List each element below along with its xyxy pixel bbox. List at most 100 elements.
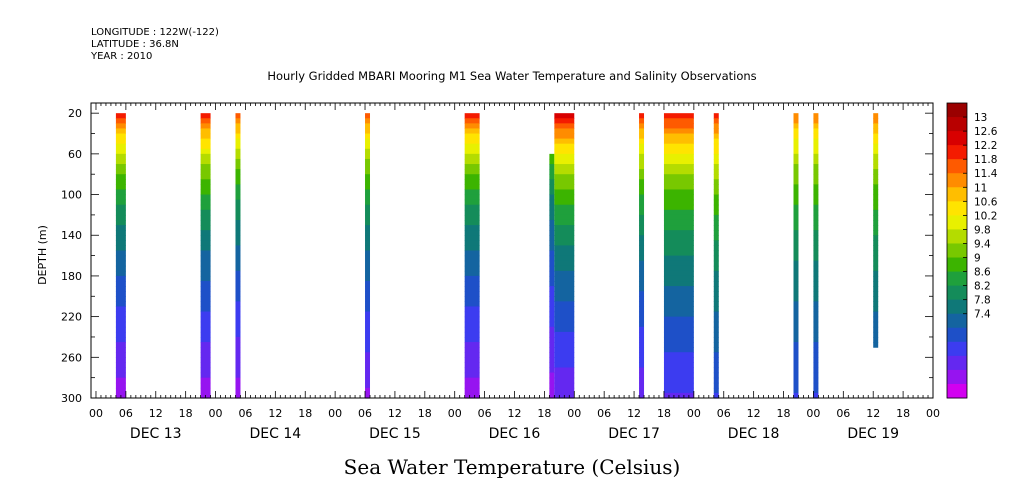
longitude-label: LONGITUDE : 122W(-122) xyxy=(91,27,219,38)
x-tick-label: 12 xyxy=(866,407,880,420)
colorbar-swatch xyxy=(947,299,967,315)
y-tick-label: 260 xyxy=(61,351,82,364)
x-tick-label: 18 xyxy=(896,407,910,420)
data-column xyxy=(365,113,371,399)
colorbar-swatch xyxy=(947,215,967,230)
colorbar-label: 10.2 xyxy=(974,210,997,222)
colorbar-label: 7.4 xyxy=(974,309,991,321)
y-tick-label: 60 xyxy=(68,148,82,161)
data-column xyxy=(235,113,241,399)
x-tick-label: 06 xyxy=(358,407,372,420)
x-tick-label: 00 xyxy=(806,407,820,420)
x-tick-label: 00 xyxy=(328,407,342,420)
latitude-label: LATITUDE : 36.8N xyxy=(91,39,179,50)
colorbar-label: 11.8 xyxy=(974,154,997,166)
x-day-label: DEC 17 xyxy=(608,426,660,442)
x-tick-label: 06 xyxy=(717,407,731,420)
y-tick-label: 180 xyxy=(61,270,82,283)
colorbar-swatch xyxy=(947,173,967,188)
x-tick-label: 00 xyxy=(448,407,462,420)
data-column xyxy=(554,113,575,399)
colorbar-swatch xyxy=(947,327,967,343)
y-tick-label: 220 xyxy=(61,311,82,324)
y-tick-label: 140 xyxy=(61,229,82,242)
x-tick-label: 00 xyxy=(209,407,223,420)
x-tick-label: 12 xyxy=(507,407,521,420)
colorbar-swatch xyxy=(947,229,967,244)
x-day-label: DEC 19 xyxy=(847,426,899,442)
x-tick-label: 18 xyxy=(298,407,312,420)
colorbar-label: 9.4 xyxy=(974,238,991,250)
x-day-label: DEC 15 xyxy=(369,426,421,442)
colorbar-label: 12.6 xyxy=(974,126,998,138)
colorbar-swatch xyxy=(947,313,967,329)
colorbar-swatch xyxy=(947,271,967,287)
x-tick-label: 12 xyxy=(149,407,163,420)
colorbar-label: 11.4 xyxy=(974,168,998,180)
x-tick-label: 12 xyxy=(627,407,641,420)
colorbar-swatch xyxy=(947,117,967,132)
x-tick-label: 18 xyxy=(179,407,193,420)
y-tick-label: 20 xyxy=(68,107,82,120)
colorbar-swatch xyxy=(947,383,967,399)
colorbar-label: 9.8 xyxy=(974,224,991,236)
x-tick-label: 06 xyxy=(836,407,850,420)
x-tick-label: 00 xyxy=(567,407,581,420)
colorbar-swatch xyxy=(947,369,967,385)
colorbar-swatch xyxy=(947,355,967,371)
colorbar-swatch xyxy=(947,145,967,160)
colorbar-label: 12.2 xyxy=(974,140,997,152)
colorbar-swatch xyxy=(947,159,967,174)
x-tick-label: 12 xyxy=(747,407,761,420)
data-column xyxy=(200,113,211,399)
x-day-label: DEC 18 xyxy=(728,426,780,442)
data-column xyxy=(713,113,719,399)
x-tick-label: 06 xyxy=(478,407,492,420)
data-column xyxy=(663,113,694,399)
plot-frame xyxy=(90,102,934,399)
x-day-label: DEC 13 xyxy=(130,426,182,442)
colorbar-swatch xyxy=(947,103,967,118)
colorbar-label: 8.6 xyxy=(974,267,991,279)
colorbar-label: 9 xyxy=(974,253,981,265)
x-tick-label: 06 xyxy=(597,407,611,420)
colorbar-swatch xyxy=(947,187,967,202)
data-column xyxy=(793,113,799,399)
colorbar-label: 8.2 xyxy=(974,281,991,293)
data-column xyxy=(549,153,555,399)
axis-ticks: 00 06 12 18 00 06 12 18 00 06 12 18 00 06 12 18 00 06 12 18… xyxy=(61,103,940,442)
colorbar-swatch xyxy=(947,201,967,216)
x-tick-label: 18 xyxy=(537,407,551,420)
colorbar-swatch xyxy=(947,257,967,273)
x-tick-label: 00 xyxy=(89,407,103,420)
x-tick-label: 12 xyxy=(268,407,282,420)
colorbar-swatch xyxy=(947,131,967,146)
bottom-title: Sea Water Temperature (Celsius) xyxy=(344,455,681,479)
data-column xyxy=(813,113,819,399)
x-tick-label: 18 xyxy=(657,407,671,420)
colorbar-label: 10.6 xyxy=(974,196,998,208)
x-tick-label: 00 xyxy=(926,407,940,420)
colorbar-label: 7.8 xyxy=(974,295,991,307)
colorbar: 13 12.6 12.2 11.8 11.4 11 10.6 10.2 9.8 9.4 9 8.6 8.… xyxy=(946,102,998,399)
x-tick-label: 18 xyxy=(777,407,791,420)
x-tick-label: 06 xyxy=(238,407,252,420)
colorbar-swatch xyxy=(947,243,967,259)
data-column xyxy=(873,113,879,348)
data-column xyxy=(115,113,126,399)
x-day-label: DEC 14 xyxy=(250,426,302,442)
colorbar-label: 13 xyxy=(974,112,987,124)
x-tick-label: 18 xyxy=(418,407,432,420)
y-tick-label: 300 xyxy=(61,392,82,405)
x-tick-label: 00 xyxy=(687,407,701,420)
data-columns xyxy=(115,113,879,399)
x-tick-label: 12 xyxy=(388,407,402,420)
colorbar-swatch xyxy=(947,341,967,357)
colorbar-label: 11 xyxy=(974,182,987,194)
y-axis-label: DEPTH (m) xyxy=(36,225,49,285)
year-label: YEAR : 2010 xyxy=(90,51,152,62)
data-column xyxy=(639,113,645,399)
colorbar-swatch xyxy=(947,285,967,301)
y-tick-label: 100 xyxy=(61,189,82,202)
